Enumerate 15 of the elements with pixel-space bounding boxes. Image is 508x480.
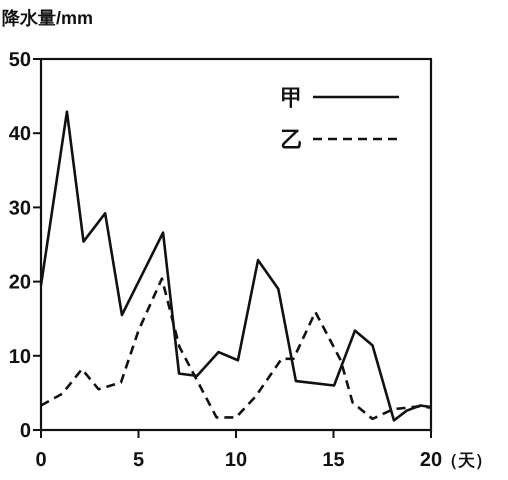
x-tick-label: 0 (35, 449, 47, 471)
x-tick-label: 20 (420, 449, 442, 471)
y-tick-label: 0 (20, 420, 31, 442)
legend-label: 甲 (281, 85, 303, 110)
y-tick-label: 50 (8, 49, 31, 71)
x-tick-label: 5 (132, 449, 144, 471)
legend-label: 乙 (281, 127, 303, 152)
y-tick-label: 10 (8, 346, 31, 368)
y-tick-label: 40 (8, 123, 31, 146)
x-axis-title: （天） (441, 451, 492, 470)
x-tick-label: 10 (224, 449, 248, 471)
y-tick-label: 30 (8, 197, 31, 220)
x-tick-label: 15 (322, 449, 345, 471)
y-tick-label: 20 (8, 272, 31, 294)
y-axis-title: 降水量/mm (2, 8, 94, 28)
